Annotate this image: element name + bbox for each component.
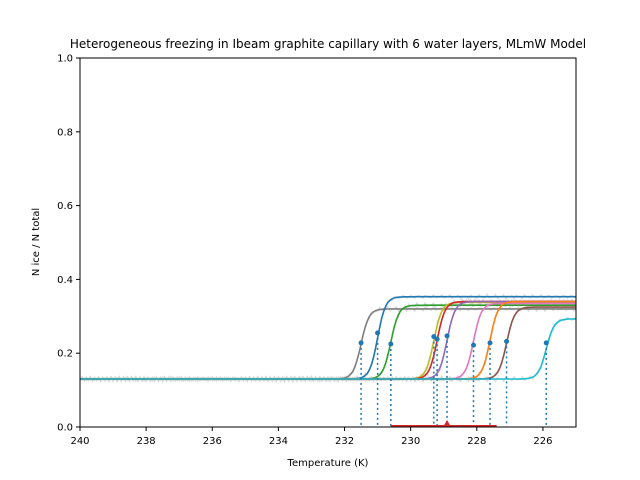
y-axis-label: N ice / N total: [31, 208, 42, 276]
y-tick-label: 0.6: [57, 201, 73, 212]
x-tick-label: 232: [335, 436, 354, 447]
freeze-point: [543, 340, 549, 346]
freeze-point: [470, 342, 476, 348]
freeze-point: [388, 341, 394, 347]
y-tick-label: 1.0: [57, 54, 73, 65]
x-tick-label: 240: [70, 436, 89, 447]
freeze-point: [358, 340, 364, 346]
x-tick-label: 230: [401, 436, 420, 447]
x-tick-label: 234: [269, 436, 288, 447]
x-tick-label: 226: [533, 436, 552, 447]
y-tick-label: 0.2: [57, 349, 73, 360]
marker-layer: [358, 330, 549, 427]
y-tick-label: 0.4: [57, 275, 73, 286]
freeze-point: [504, 338, 510, 344]
plot-frame: [79, 57, 577, 428]
chart-title: Heterogeneous freezing in Ibeam graphite…: [70, 37, 586, 51]
y-tick-label: 0.0: [57, 423, 73, 434]
plot-area: [80, 58, 576, 427]
x-tick-label: 236: [203, 436, 222, 447]
x-axis: 240 238 236 234 232 230 228 226: [70, 427, 552, 447]
series-line: [80, 318, 576, 380]
x-tick-label: 228: [467, 436, 486, 447]
raw-data-line: [79, 316, 577, 383]
y-axis: 0.0 0.2 0.4 0.6 0.8 1.0: [57, 54, 80, 434]
freeze-point: [434, 336, 440, 342]
freeze-point: [375, 330, 381, 336]
x-tick-label: 238: [137, 436, 156, 447]
freeze-point: [487, 340, 493, 346]
series-layer: [80, 295, 576, 380]
freeze-point: [444, 333, 450, 339]
x-axis-label: Temperature (K): [287, 458, 369, 469]
y-tick-label: 0.8: [57, 127, 73, 138]
mean-freeze-marker: [443, 420, 452, 427]
freeze-range-layer: [390, 420, 497, 427]
